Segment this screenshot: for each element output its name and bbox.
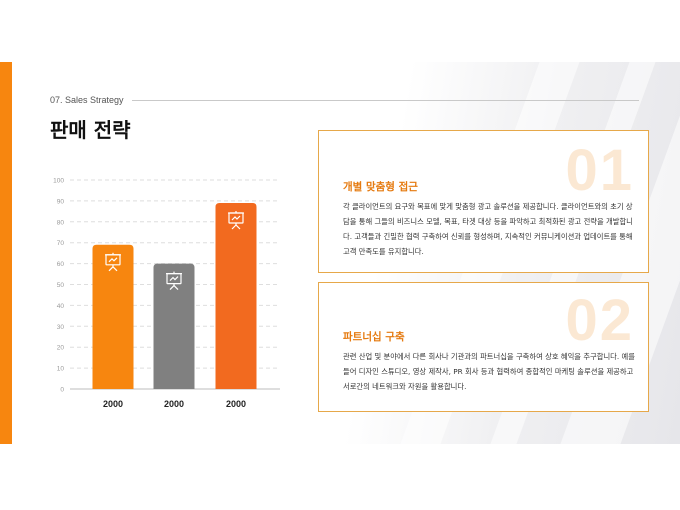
strategy-card-1: 01 개별 맞춤형 접근 각 클라이언트의 요구와 목표에 맞게 맞춤형 광고 … <box>318 130 649 273</box>
header-divider <box>132 100 639 101</box>
y-tick-label: 0 <box>60 387 64 394</box>
y-tick-label: 60 <box>57 261 65 268</box>
slide: 07. Sales Strategy 판매 전략 0 10 20 30 40 50 60 70… <box>0 62 680 444</box>
bar-rect <box>215 202 257 389</box>
presentation-board-icon <box>105 252 121 272</box>
bar-rect <box>153 263 195 389</box>
y-tick-label: 70 <box>57 240 65 247</box>
bar <box>215 202 257 389</box>
card-title: 파트너십 구축 <box>343 331 405 343</box>
card-number: 02 <box>565 288 634 353</box>
bar-chart: 0 10 20 30 40 50 60 70 80 90 100 2000 2000 2000 <box>53 178 280 409</box>
card-title: 개별 맞춤형 접근 <box>343 181 418 193</box>
bar-rect <box>92 244 134 389</box>
bar <box>92 244 134 389</box>
section-label: 07. Sales Strategy <box>50 95 124 105</box>
strategy-card-2: 02 파트너십 구축 관련 산업 및 분야에서 다른 회사나 기관과의 파트너십… <box>318 282 649 412</box>
presentation-board-icon <box>166 271 182 291</box>
y-tick-label: 80 <box>57 219 65 226</box>
presentation-board-icon <box>228 210 244 230</box>
card-number: 01 <box>565 138 634 203</box>
page-title: 판매 전략 <box>50 118 131 142</box>
y-tick-label: 20 <box>57 345 65 352</box>
y-tick-label: 100 <box>53 178 64 185</box>
card-body: 각 클라이언트의 요구와 목표에 맞게 맞춤형 광고 솔루션을 제공합니다. 클… <box>343 202 633 256</box>
bar <box>153 263 195 389</box>
x-tick-label: 2000 <box>226 399 246 409</box>
y-tick-label: 10 <box>57 366 65 373</box>
card-body: 관련 산업 및 분야에서 다른 회사나 기관과의 파트너십을 구축하여 상호 혜… <box>343 352 635 391</box>
y-tick-label: 90 <box>57 198 65 205</box>
y-tick-label: 50 <box>57 282 65 289</box>
accent-bar <box>0 62 12 444</box>
y-tick-label: 30 <box>57 324 65 331</box>
y-tick-label: 40 <box>57 303 65 310</box>
x-tick-label: 2000 <box>103 399 123 409</box>
x-tick-label: 2000 <box>164 399 184 409</box>
